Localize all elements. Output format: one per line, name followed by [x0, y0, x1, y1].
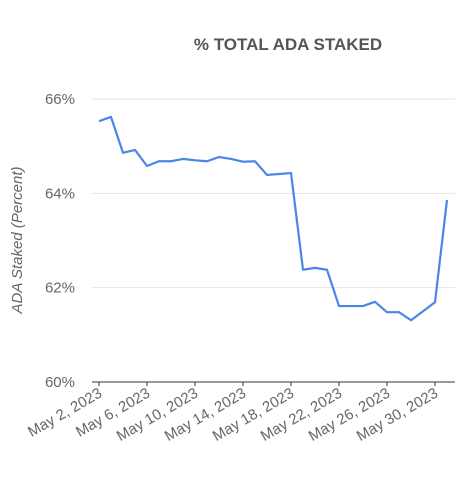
y-tick-label: 66% [45, 91, 75, 108]
y-tick-label: 62% [45, 280, 75, 297]
y-axis-label: ADA Staked (Percent) [9, 166, 26, 314]
y-tick-label: 64% [45, 185, 75, 202]
y-tick-label: 60% [45, 374, 75, 391]
line [98, 115, 449, 322]
chart-title: % TOTAL ADA STAKED [194, 35, 382, 54]
x-tick-label: May 30, 2023 [354, 385, 441, 445]
